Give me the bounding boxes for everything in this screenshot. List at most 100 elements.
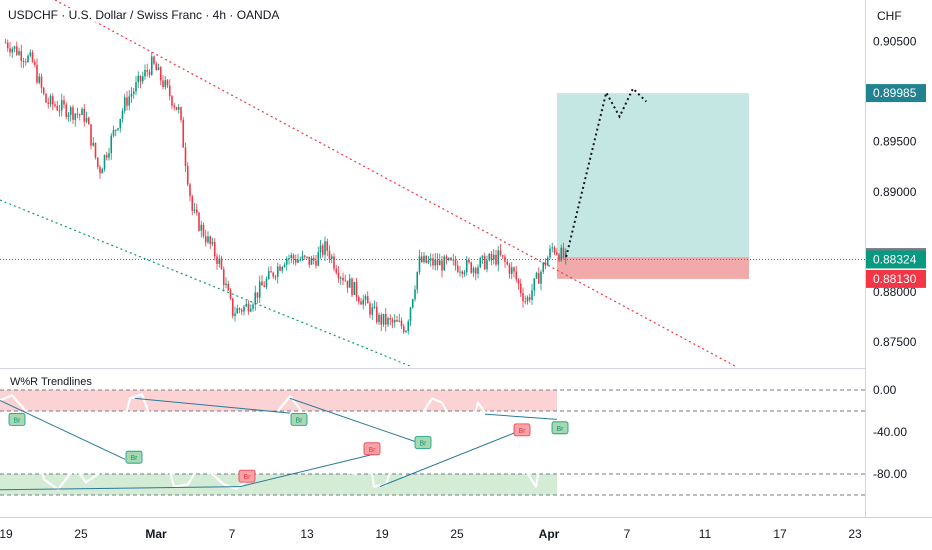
- candle-body: [240, 309, 243, 312]
- time-tick-label: 17: [773, 527, 787, 541]
- candle-body: [258, 281, 261, 298]
- candle-body: [285, 258, 288, 265]
- candle-body: [276, 266, 279, 277]
- candle-body: [132, 91, 135, 94]
- candle-body: [427, 260, 430, 263]
- candle-body: [231, 298, 234, 316]
- candle-body: [225, 283, 227, 286]
- candle-body: [247, 303, 250, 312]
- candle-body: [137, 75, 140, 83]
- candle-body: [400, 320, 403, 327]
- candle-body: [117, 128, 119, 130]
- wr-tick-label: -40.00: [873, 425, 907, 439]
- break-label-text: Br: [296, 417, 304, 424]
- candle-body: [497, 250, 500, 265]
- candle-body: [108, 153, 110, 158]
- oversold-band: [0, 474, 557, 495]
- candle-body: [164, 80, 167, 87]
- candle-body: [402, 326, 405, 333]
- break-down-label: [513, 423, 531, 437]
- time-tick-label: 19: [375, 527, 389, 541]
- candle-body: [103, 155, 106, 169]
- candle-body: [245, 303, 248, 307]
- candle-body: [364, 296, 367, 300]
- candle-body: [306, 256, 308, 258]
- candle-body: [438, 260, 441, 266]
- candle-body: [96, 157, 99, 167]
- candle-body: [36, 64, 38, 83]
- candle-body: [519, 283, 522, 294]
- projection-path: [565, 86, 647, 258]
- candle-body: [207, 236, 209, 243]
- candle-body: [506, 261, 509, 265]
- time-tick-label: 7: [229, 527, 236, 541]
- price-tag: [866, 269, 926, 288]
- candle-body: [54, 104, 56, 106]
- candle-body: [51, 96, 54, 105]
- wr-line: [0, 393, 558, 491]
- candle-body: [344, 280, 347, 282]
- candle-body: [168, 85, 171, 97]
- candle-body: [409, 307, 412, 322]
- candle-body: [155, 63, 158, 71]
- candle-body: [144, 69, 146, 77]
- price-tag-label: 0.89985: [873, 86, 917, 100]
- indicator-title: W%R Trendlines: [8, 376, 94, 388]
- candle-body: [81, 108, 83, 115]
- candle-body: [542, 262, 545, 272]
- break-label-text: Br: [557, 426, 565, 433]
- candle-body: [546, 257, 549, 266]
- candle-body: [416, 271, 419, 290]
- candle-body: [407, 321, 410, 332]
- candle-body: [85, 117, 88, 122]
- candle-body: [526, 297, 529, 302]
- candle-body: [191, 196, 194, 211]
- candle-body: [429, 258, 432, 261]
- resistance-trendline: [54, 0, 736, 367]
- candle-body: [204, 236, 207, 243]
- candle-body: [342, 277, 344, 281]
- candle-body: [139, 75, 142, 82]
- candle-body: [312, 258, 315, 261]
- candle-body: [47, 102, 50, 105]
- candle-body: [254, 292, 257, 305]
- candle-body: [472, 268, 475, 273]
- stop-zone: [557, 257, 749, 279]
- candle-body: [249, 308, 252, 312]
- candle-body: [398, 320, 401, 322]
- candle-body: [371, 307, 374, 315]
- candle-body: [157, 67, 160, 71]
- candle-body: [495, 254, 497, 265]
- break-up-label: [551, 421, 569, 435]
- candle-body: [387, 318, 389, 325]
- chart-title: USDCHF · U.S. Dollar / Swiss Franc · 4h …: [6, 8, 282, 22]
- candle-body: [243, 306, 245, 312]
- candle-body: [315, 260, 317, 266]
- candle-body: [45, 93, 47, 103]
- candle-body: [490, 253, 493, 260]
- candle-body: [72, 107, 74, 120]
- candle-body: [351, 278, 353, 295]
- price-tag-label: 0.88324: [873, 252, 917, 266]
- candle-body: [135, 82, 137, 92]
- price-tag-label: 0.88130: [873, 272, 917, 286]
- candle-body: [150, 56, 153, 75]
- candle-body: [33, 61, 36, 65]
- candle-body: [411, 299, 414, 308]
- candle-body: [326, 241, 329, 251]
- wr-tick-label: -80.00: [873, 467, 907, 481]
- candle-body: [373, 306, 376, 308]
- time-tick-label: Apr: [539, 527, 560, 541]
- candle-body: [65, 104, 68, 117]
- candle-body: [560, 247, 563, 261]
- candle-body: [317, 252, 320, 266]
- candle-body: [468, 259, 470, 263]
- candle-body: [549, 248, 551, 258]
- candle-body: [501, 255, 504, 257]
- candle-body: [162, 80, 164, 87]
- candle-body: [452, 259, 455, 261]
- candle-body: [105, 155, 108, 158]
- candle-body: [288, 258, 290, 260]
- candle-body: [193, 209, 196, 211]
